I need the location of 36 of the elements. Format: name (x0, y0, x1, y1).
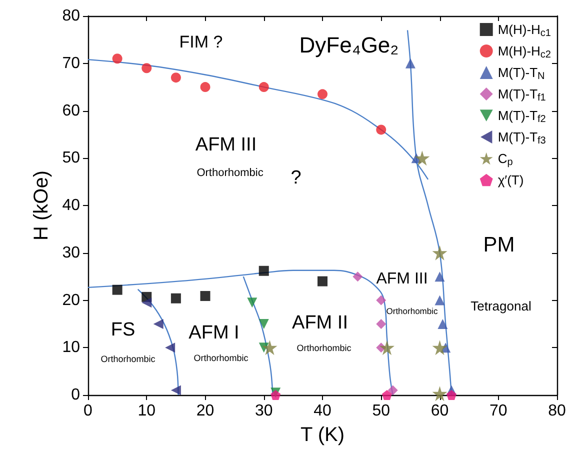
y-axis-title: H (kOe) (30, 170, 52, 240)
x-tick-label: 40 (314, 402, 332, 420)
annotation: ? (290, 168, 302, 188)
annotation: Orthorhombic (196, 167, 264, 179)
y-tick-label: 50 (62, 150, 80, 167)
annotation: Orthorhombic (386, 306, 438, 316)
annotation: FIM ? (179, 32, 223, 52)
legend-label: χ′(T) (498, 172, 524, 188)
annotation: AFM III (195, 134, 257, 156)
annotation: Tetragonal (470, 298, 532, 314)
annotation: DyFe₄Ge₂ (299, 32, 399, 58)
x-tick-label: 80 (548, 402, 566, 420)
annotation: PM (483, 234, 515, 256)
y-tick-label: 30 (62, 244, 80, 262)
y-tick-label: 0 (71, 386, 80, 404)
x-tick-label: 0 (84, 402, 93, 420)
annotation: Orthorhombic (296, 343, 352, 353)
x-tick-label: 10 (138, 402, 156, 420)
x-tick-label: 30 (254, 402, 273, 420)
annotation: FS (110, 320, 136, 340)
x-tick-label: 60 (430, 402, 449, 420)
x-axis-title: T (K) (300, 424, 345, 446)
y-tick-label: 10 (62, 339, 80, 356)
y-tick-label: 20 (62, 292, 80, 309)
x-tick-label: 70 (489, 402, 508, 420)
y-tick-label: 60 (62, 102, 80, 120)
y-tick-label: 80 (62, 8, 80, 24)
y-tick-label: 40 (62, 197, 80, 214)
x-tick-label: 50 (372, 402, 390, 420)
annotation: AFM II (292, 312, 348, 334)
annotation: AFM III (376, 270, 428, 288)
annotation: AFM I (188, 322, 240, 344)
x-tick-label: 20 (196, 402, 214, 420)
y-tick-label: 70 (62, 54, 80, 72)
annotation: Orthorhombic (100, 354, 156, 364)
annotation: Orthorhombic (194, 353, 249, 363)
